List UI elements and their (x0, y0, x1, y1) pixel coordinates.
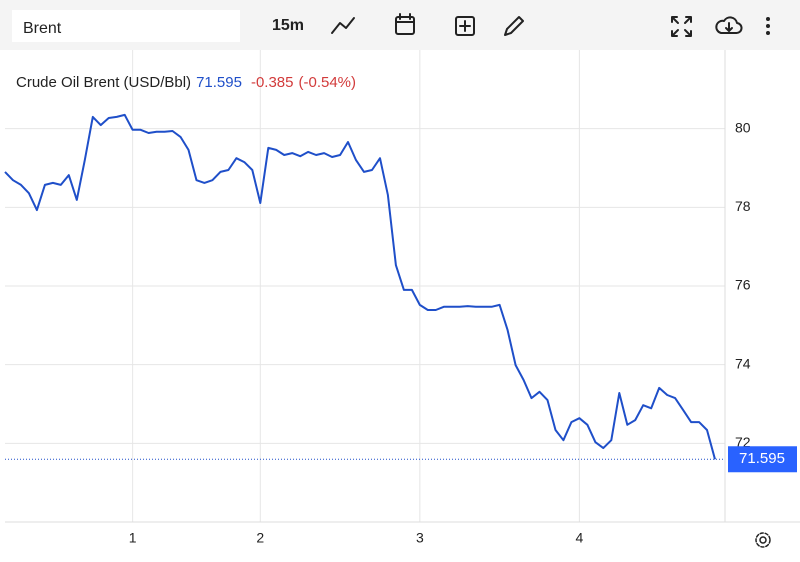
header: Crude Oil Brent (USD/Bbl) 71.595 -0.385 (-0… (16, 74, 356, 91)
symbol-input[interactable] (12, 10, 240, 42)
x-tick-label: 3 (416, 530, 424, 546)
fullscreen-icon[interactable] (671, 16, 692, 37)
settings-icon[interactable] (755, 532, 771, 548)
price-line (4, 113, 716, 460)
y-tick-label: 78 (735, 198, 751, 214)
y-tick-label: 80 (735, 119, 751, 135)
x-tick-label: 2 (256, 530, 264, 546)
x-tick-label: 4 (576, 530, 584, 546)
price-change-percent: (-0.54%) (299, 74, 357, 91)
y-tick-label: 74 (735, 355, 751, 371)
price-change: -0.385 (251, 74, 294, 91)
interval-button[interactable]: 15m (272, 17, 304, 34)
y-tick-label: 76 (735, 277, 751, 293)
menu-icon[interactable] (766, 17, 770, 35)
chart-type-icon[interactable] (331, 17, 355, 34)
last-price-tag (728, 446, 797, 473)
download-icon[interactable] (715, 16, 743, 34)
instrument-title: Crude Oil Brent (USD/Bbl) (16, 74, 191, 91)
x-tick-label: 1 (129, 530, 137, 546)
y-tick-label: 72 (735, 434, 751, 450)
calendar-icon[interactable] (395, 13, 415, 35)
draw-icon[interactable] (504, 16, 524, 36)
last-price: 71.595 (196, 74, 242, 91)
symbol-text: Brent (23, 20, 62, 37)
last-price-tag-label: 71.595 (739, 450, 785, 467)
add-indicator-icon[interactable] (455, 16, 475, 36)
